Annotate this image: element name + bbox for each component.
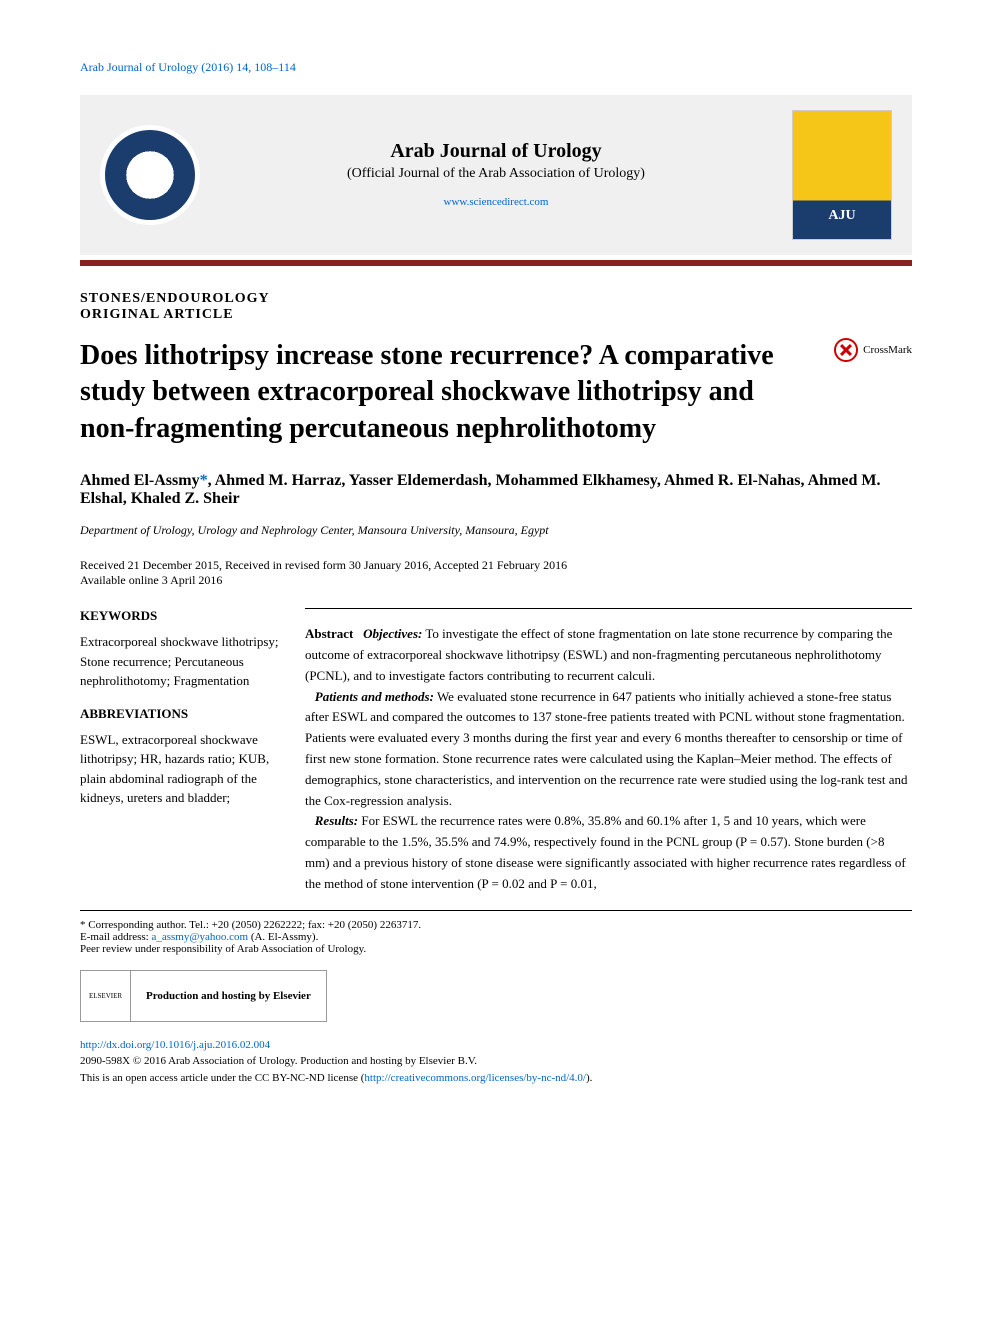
dates-line2: Available online 3 April 2016 bbox=[80, 573, 912, 588]
journal-subtitle: (Official Journal of the Arab Associatio… bbox=[220, 166, 772, 182]
methods-text: We evaluated stone recurrence in 647 pat… bbox=[305, 689, 907, 808]
peer-review: Peer review under responsibility of Arab… bbox=[80, 943, 912, 955]
license-line: This is an open access article under the… bbox=[80, 1070, 912, 1087]
authors: Ahmed El-Assmy*, Ahmed M. Harraz, Yasser… bbox=[80, 472, 912, 508]
email-suffix: (A. El-Assmy). bbox=[248, 931, 318, 943]
issn-line: 2090-598X © 2016 Arab Association of Uro… bbox=[80, 1053, 912, 1070]
results-text: For ESWL the recurrence rates were 0.8%,… bbox=[305, 813, 906, 890]
aau-logo-icon bbox=[105, 130, 195, 220]
abbreviations-heading: ABBREVIATIONS bbox=[80, 706, 280, 722]
divider-bar bbox=[80, 260, 912, 266]
article-type-line1: STONES/ENDOUROLOGY bbox=[80, 291, 912, 307]
abstract-objectives: Abstract Objectives: To investigate the … bbox=[305, 624, 912, 686]
dates-line1: Received 21 December 2015, Received in r… bbox=[80, 558, 912, 573]
email-line: E-mail address: a_assmy@yahoo.com (A. El… bbox=[80, 931, 912, 943]
abstract-label: Abstract bbox=[305, 626, 353, 641]
bottom-info: http://dx.doi.org/10.1016/j.aju.2016.02.… bbox=[80, 1037, 912, 1087]
journal-title: Arab Journal of Urology bbox=[220, 140, 772, 163]
results-label: Results: bbox=[315, 813, 358, 828]
sidebar: KEYWORDS Extracorporeal shockwave lithot… bbox=[80, 608, 280, 894]
license-prefix: This is an open access article under the… bbox=[80, 1072, 364, 1084]
elsevier-box: ELSEVIER Production and hosting by Elsev… bbox=[80, 970, 327, 1022]
corresponding-author: * Corresponding author. Tel.: +20 (2050)… bbox=[80, 919, 912, 931]
abstract: Abstract Objectives: To investigate the … bbox=[305, 608, 912, 894]
email-label: E-mail address: bbox=[80, 931, 151, 943]
license-suffix: ). bbox=[586, 1072, 592, 1084]
top-citation: Arab Journal of Urology (2016) 14, 108–1… bbox=[80, 60, 912, 75]
crossmark-icon bbox=[834, 338, 858, 362]
license-link[interactable]: http://creativecommons.org/licenses/by-n… bbox=[364, 1072, 586, 1084]
keywords-heading: KEYWORDS bbox=[80, 608, 280, 624]
crossmark-label: CrossMark bbox=[863, 344, 912, 356]
elsevier-logo-icon: ELSEVIER bbox=[81, 971, 131, 1021]
page-container: Arab Journal of Urology (2016) 14, 108–1… bbox=[0, 0, 992, 1126]
journal-link[interactable]: www.sciencedirect.com bbox=[444, 196, 549, 208]
abstract-methods: Patients and methods: We evaluated stone… bbox=[305, 687, 912, 812]
article-type-line2: ORIGINAL ARTICLE bbox=[80, 307, 912, 323]
keywords-text: Extracorporeal shockwave lithotripsy; St… bbox=[80, 632, 280, 691]
objectives-label: Objectives: bbox=[363, 626, 422, 641]
affiliation: Department of Urology, Urology and Nephr… bbox=[80, 523, 912, 538]
article-type: STONES/ENDOUROLOGY ORIGINAL ARTICLE bbox=[80, 291, 912, 323]
journal-header: Arab Journal of Urology (Official Journa… bbox=[80, 95, 912, 255]
author-first: Ahmed El-Assmy bbox=[80, 472, 200, 489]
content-row: KEYWORDS Extracorporeal shockwave lithot… bbox=[80, 608, 912, 894]
title-row: Does lithotripsy increase stone recurren… bbox=[80, 338, 912, 447]
abstract-results: Results: For ESWL the recurrence rates w… bbox=[305, 811, 912, 894]
author-corresponding-mark[interactable]: * bbox=[200, 472, 208, 489]
footer-section: * Corresponding author. Tel.: +20 (2050)… bbox=[80, 910, 912, 1087]
article-title: Does lithotripsy increase stone recurren… bbox=[80, 338, 814, 447]
methods-label: Patients and methods: bbox=[315, 689, 434, 704]
abbreviations-text: ESWL, extracorporeal shockwave lithotrip… bbox=[80, 730, 280, 808]
header-center: Arab Journal of Urology (Official Journa… bbox=[220, 140, 772, 210]
journal-cover-thumbnail bbox=[792, 110, 892, 240]
elsevier-hosting-text: Production and hosting by Elsevier bbox=[131, 990, 326, 1002]
email-link[interactable]: a_assmy@yahoo.com bbox=[151, 931, 248, 943]
journal-logo-left bbox=[100, 125, 200, 225]
abstract-rule bbox=[305, 608, 912, 609]
article-dates: Received 21 December 2015, Received in r… bbox=[80, 558, 912, 588]
crossmark-badge[interactable]: CrossMark bbox=[834, 338, 912, 362]
doi-link[interactable]: http://dx.doi.org/10.1016/j.aju.2016.02.… bbox=[80, 1039, 270, 1051]
